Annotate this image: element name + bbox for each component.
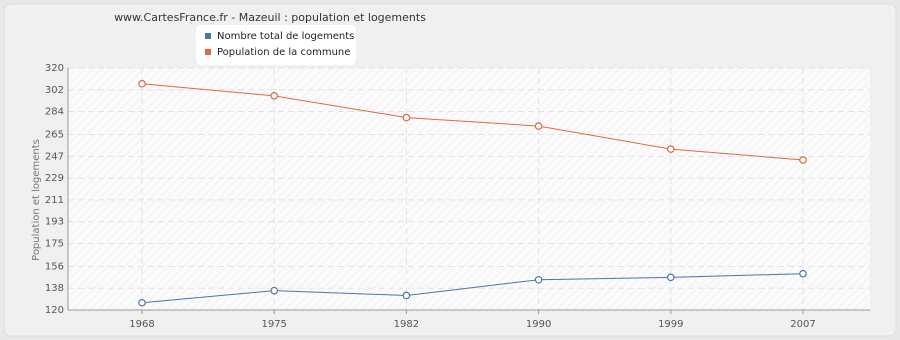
y-tick-label: 302 bbox=[45, 85, 64, 96]
y-tick-label: 229 bbox=[45, 173, 64, 184]
y-tick-label: 247 bbox=[45, 151, 64, 162]
legend-label: Nombre total de logements bbox=[217, 31, 354, 42]
x-tick-label: 1975 bbox=[261, 319, 286, 330]
chart-title: www.CartesFrance.fr - Mazeuil : populati… bbox=[114, 11, 426, 24]
legend-swatch bbox=[205, 49, 211, 55]
data-point bbox=[270, 92, 279, 100]
series-line bbox=[141, 83, 804, 161]
data-point bbox=[138, 79, 146, 88]
y-tick-label: 320 bbox=[45, 63, 64, 74]
data-point bbox=[534, 122, 543, 130]
data-point bbox=[799, 156, 807, 164]
series-line bbox=[141, 273, 804, 304]
data-point bbox=[666, 273, 675, 282]
y-tick-label: 175 bbox=[45, 238, 64, 249]
data-point bbox=[138, 298, 146, 307]
x-tick-label: 1999 bbox=[658, 319, 683, 330]
data-point bbox=[402, 113, 411, 122]
plot-area bbox=[68, 68, 870, 310]
y-tick-label: 265 bbox=[45, 130, 64, 141]
y-tick-label: 211 bbox=[45, 195, 64, 206]
data-point bbox=[534, 275, 543, 284]
y-tick-label: 284 bbox=[45, 107, 64, 118]
x-tick-label: 2007 bbox=[790, 319, 815, 330]
data-point bbox=[402, 291, 411, 300]
x-tick-label: 1968 bbox=[129, 319, 154, 330]
y-tick-label: 120 bbox=[45, 305, 64, 316]
y-axis-label: Population et logements bbox=[31, 139, 42, 261]
y-tick-label: 156 bbox=[45, 261, 64, 272]
data-point bbox=[270, 286, 279, 295]
y-tick-label: 138 bbox=[45, 283, 64, 294]
data-point bbox=[666, 145, 675, 153]
data-point bbox=[799, 269, 807, 278]
x-tick-label: 1990 bbox=[526, 319, 551, 330]
y-tick-label: 193 bbox=[45, 217, 64, 228]
legend-swatch bbox=[205, 33, 211, 39]
legend-label: Population de la commune bbox=[217, 47, 350, 58]
x-tick-label: 1982 bbox=[394, 319, 419, 330]
legend bbox=[196, 25, 356, 65]
